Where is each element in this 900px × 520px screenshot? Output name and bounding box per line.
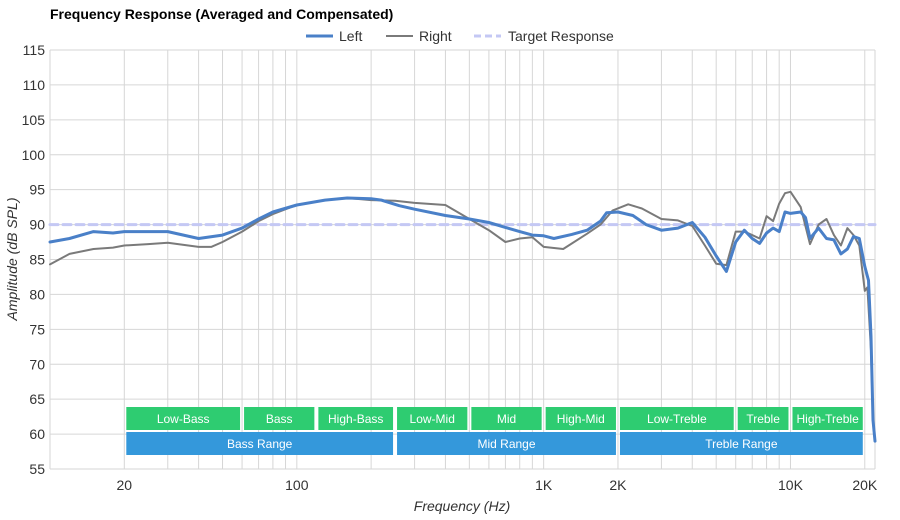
- series-lines: [48, 190, 877, 443]
- legend-label-left: Left: [339, 28, 362, 44]
- legend-label-right: Right: [419, 28, 452, 44]
- band-label-bass-range: Bass Range: [227, 437, 293, 451]
- band-low-bass: [126, 407, 241, 430]
- band-low-treble: [619, 407, 734, 430]
- band-treble: [737, 407, 789, 430]
- band-bass: [244, 407, 315, 430]
- x-tick-label-20k: 20K: [852, 477, 878, 493]
- y-tick-label-95: 95: [29, 182, 45, 198]
- x-axis-label: Frequency (Hz): [414, 498, 510, 514]
- x-tick-label-100: 100: [285, 477, 309, 493]
- frequency-bands: Low-Bass Bass High-Bass Low-Mid Mid High-Mid L…: [126, 407, 863, 455]
- x-tick-labels: 20 100 1K 2K 10K 20K: [117, 477, 878, 493]
- band-mid-range: [397, 432, 616, 455]
- y-tick-label-75: 75: [29, 321, 45, 337]
- y-tick-label-110: 110: [23, 77, 46, 93]
- band-high-bass: [318, 407, 394, 430]
- band-label-high-bass: High-Bass: [328, 412, 383, 426]
- grid-lines: [49, 49, 876, 470]
- x-tick-label-20: 20: [117, 477, 133, 493]
- band-label-treble: Treble: [746, 412, 780, 426]
- y-tick-label-115: 115: [23, 42, 46, 58]
- x-tick-label-2k: 2K: [609, 477, 627, 493]
- y-tick-label-80: 80: [29, 286, 45, 302]
- band-mid: [471, 407, 542, 430]
- band-low-mid: [397, 407, 468, 430]
- y-tick-labels: 55 60 65 70 75 80 85 90 95 100 105 110 115: [22, 42, 46, 477]
- chart-title: Frequency Response (Averaged and Compens…: [50, 6, 393, 22]
- band-label-mid: Mid: [497, 412, 516, 426]
- series-line-right: [49, 190, 876, 443]
- band-treble-range: [619, 432, 863, 455]
- x-tick-label-10k: 10K: [778, 477, 804, 493]
- x-tick-label-1k: 1K: [535, 477, 553, 493]
- legend-item-left[interactable]: Left: [306, 28, 362, 44]
- y-tick-label-70: 70: [29, 356, 45, 372]
- band-label-low-mid: Low-Mid: [410, 412, 455, 426]
- y-tick-label-55: 55: [29, 461, 45, 477]
- legend-item-target[interactable]: Target Response: [474, 28, 614, 44]
- band-high-mid: [545, 407, 616, 430]
- y-tick-label-90: 90: [29, 217, 45, 233]
- y-tick-label-100: 100: [22, 147, 46, 163]
- y-tick-label-85: 85: [29, 252, 45, 268]
- band-label-low-bass: Low-Bass: [157, 412, 210, 426]
- band-label-treble-range: Treble Range: [705, 437, 778, 451]
- legend: Left Right Target Response: [306, 28, 614, 44]
- y-axis-label: Amplitude (dB SPL): [4, 198, 20, 322]
- legend-item-right[interactable]: Right: [386, 28, 452, 44]
- legend-label-target: Target Response: [508, 28, 614, 44]
- y-tick-label-105: 105: [22, 112, 46, 128]
- band-label-low-treble: Low-Treble: [647, 412, 707, 426]
- band-high-treble: [792, 407, 863, 430]
- band-label-high-mid: High-Mid: [557, 412, 605, 426]
- y-tick-label-60: 60: [29, 426, 45, 442]
- band-label-high-treble: High-Treble: [797, 412, 860, 426]
- y-tick-label-65: 65: [29, 391, 45, 407]
- band-bass-range: [126, 432, 394, 455]
- series-line-left: [48, 196, 877, 443]
- band-label-mid-range: Mid Range: [477, 437, 535, 451]
- band-label-bass: Bass: [266, 412, 293, 426]
